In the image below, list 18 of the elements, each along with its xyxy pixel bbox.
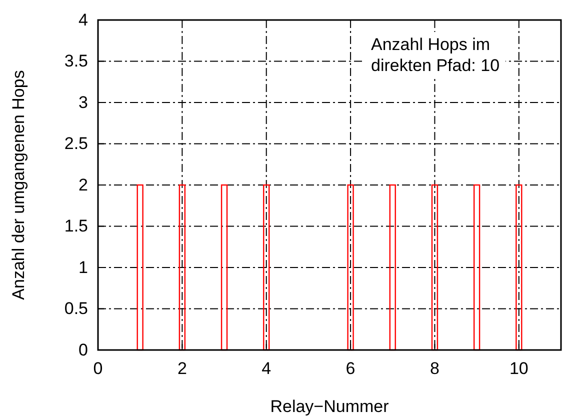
x-tick-label: 8 (430, 359, 440, 378)
y-tick-label: 4 (78, 10, 88, 30)
y-tick-label: 1.5 (64, 216, 88, 236)
annotation: Anzahl Hops im direkten Pfad: 10 (371, 35, 500, 75)
x-tick-label: 6 (346, 359, 356, 378)
y-tick-label: 1 (78, 258, 88, 277)
x-tick-label: 0 (93, 359, 103, 378)
x-axis-title: Relay−Nummer (270, 397, 390, 416)
x-tick-label: 2 (177, 359, 187, 378)
y-tick-label: 0 (78, 340, 88, 360)
y-tick-label: 3.5 (64, 52, 88, 71)
y-tick-label: 3 (78, 92, 88, 112)
y-tick-label: 0.5 (64, 299, 88, 318)
y-axis-title: Anzahl der umgangenen Hops (9, 70, 28, 300)
x-tick-label: 4 (262, 359, 272, 378)
y-tick-label: 2 (78, 175, 88, 194)
y-tick-label: 2.5 (64, 134, 88, 154)
x-tick-label: 10 (509, 359, 528, 378)
